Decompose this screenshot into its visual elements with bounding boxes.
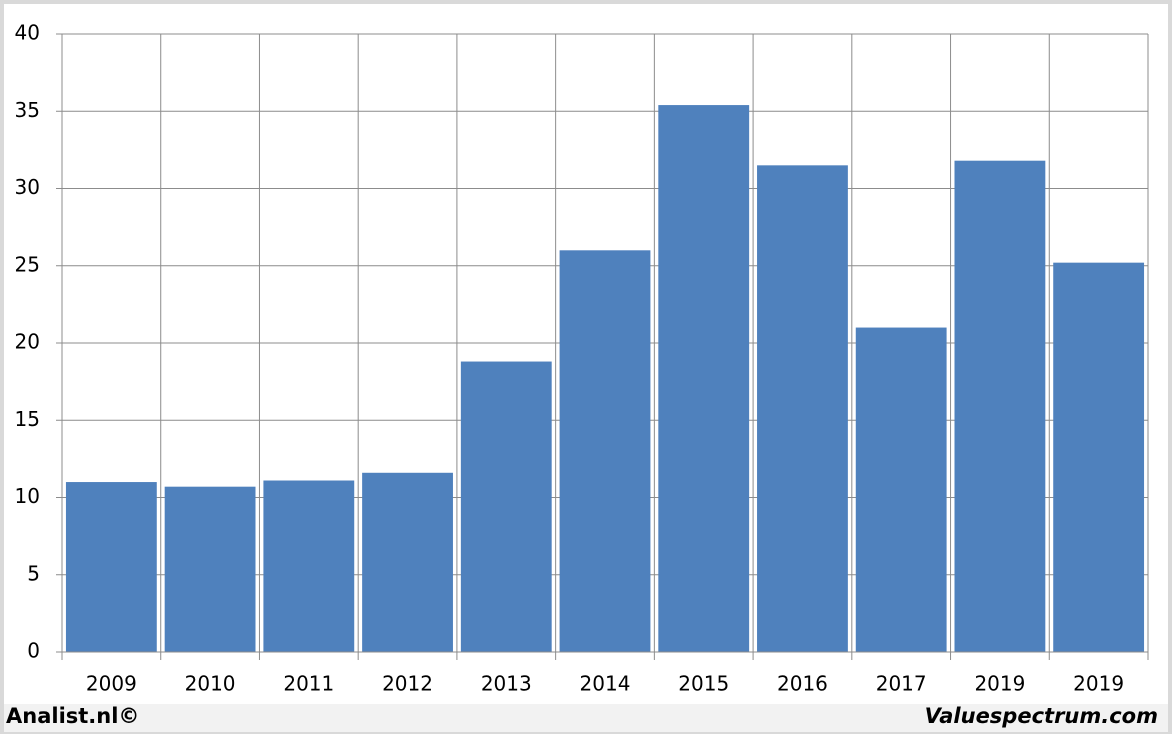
bar [164,486,256,652]
x-tick-label: 2017 [876,672,927,696]
x-tick-label: 2019 [1073,672,1124,696]
x-tick-label: 2016 [777,672,828,696]
y-tick-label: 20 [15,330,40,354]
bar [658,105,750,652]
footer [4,704,1168,732]
x-tick-label: 2012 [382,672,433,696]
x-tick-label: 2014 [580,672,631,696]
y-tick-label: 40 [15,21,40,45]
y-tick-label: 10 [15,484,40,508]
bar [954,160,1046,652]
x-tick-label: 2015 [678,672,729,696]
bar [757,165,848,652]
y-tick-label: 5 [27,561,40,585]
bar [1053,262,1145,652]
bar [559,250,651,653]
x-tick-label: 2011 [283,672,334,696]
y-tick-label: 30 [15,175,40,199]
y-tick-label: 0 [27,639,40,663]
bar [65,482,157,652]
x-tick-label: 2009 [86,672,137,696]
bar [460,361,552,652]
x-tick-label: 2019 [974,672,1025,696]
x-tick-label: 2013 [481,672,532,696]
bar [362,472,453,652]
x-tick-label: 2010 [185,672,236,696]
source-left: Analist.nl© [6,704,139,728]
y-tick-label: 25 [15,252,40,276]
bar [263,480,355,652]
bar [855,327,947,652]
y-tick-label: 15 [15,407,40,431]
source-right: Valuespectrum.com [925,704,1158,728]
y-tick-label: 35 [15,98,40,122]
